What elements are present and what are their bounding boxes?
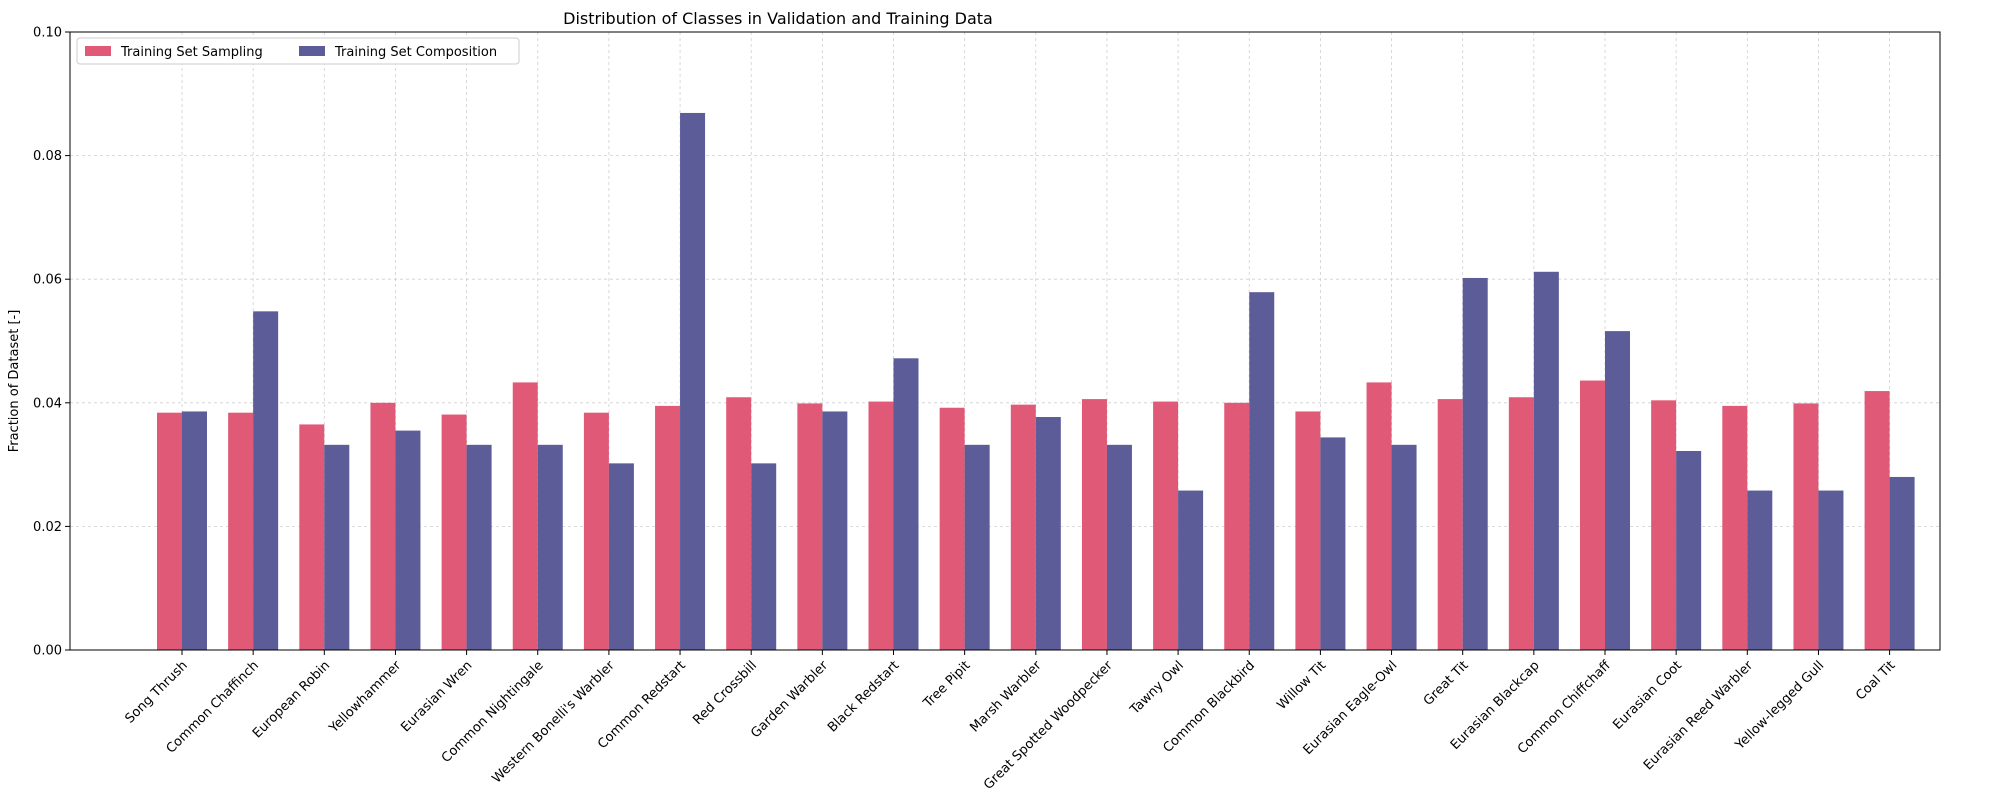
y-tick-label: 0.04 bbox=[33, 396, 62, 411]
y-tick-label: 0.02 bbox=[33, 520, 62, 535]
bar-sampling bbox=[299, 424, 325, 650]
legend-box bbox=[76, 37, 520, 65]
bar-sampling bbox=[1366, 382, 1392, 650]
y-tick-label: 0.06 bbox=[33, 273, 62, 288]
legend: Training Set Sampling Training Set Compos… bbox=[76, 37, 520, 65]
bar-sampling bbox=[1864, 391, 1890, 650]
bar-sampling bbox=[1580, 380, 1605, 650]
bar-composition bbox=[466, 444, 492, 650]
bar-composition bbox=[680, 112, 706, 650]
bar-composition bbox=[1035, 417, 1061, 650]
bar-composition bbox=[1818, 490, 1844, 650]
bar-composition bbox=[608, 463, 634, 650]
bar-composition bbox=[1462, 277, 1488, 650]
bar-composition bbox=[1747, 490, 1773, 650]
bar-sampling bbox=[797, 403, 823, 650]
bar-sampling bbox=[1437, 399, 1463, 650]
axes bbox=[69, 31, 1941, 651]
bar-sampling bbox=[441, 414, 467, 650]
bar-sampling bbox=[868, 401, 894, 650]
bar-composition bbox=[324, 444, 350, 650]
bar-composition bbox=[1391, 444, 1417, 650]
bar-sampling bbox=[583, 412, 609, 650]
legend-label: Training Set Composition bbox=[334, 45, 497, 60]
bar-composition bbox=[253, 311, 279, 650]
bar-sampling bbox=[1010, 404, 1036, 650]
bar-sampling bbox=[655, 405, 681, 650]
bar-sampling bbox=[1295, 411, 1321, 650]
bar-composition bbox=[1889, 476, 1915, 650]
y-ticks: 0.00 0.02 0.04 0.06 0.08 0.10 bbox=[33, 26, 70, 659]
bar-sampling bbox=[1651, 400, 1677, 650]
bar-composition bbox=[182, 411, 207, 650]
y-tick-label: 0.00 bbox=[33, 644, 62, 659]
plot-frame bbox=[69, 31, 1941, 651]
bar-sampling bbox=[939, 407, 965, 650]
bar-composition bbox=[1676, 451, 1702, 650]
bar-composition bbox=[1605, 331, 1630, 650]
bars bbox=[157, 112, 1915, 650]
y-tick-label: 0.10 bbox=[33, 26, 62, 41]
legend-swatch bbox=[85, 46, 111, 56]
bar-composition bbox=[822, 411, 848, 650]
bar-composition bbox=[893, 358, 919, 650]
bar-sampling bbox=[1153, 401, 1179, 650]
bar-composition bbox=[537, 444, 563, 650]
bar-sampling bbox=[228, 412, 254, 650]
bar-sampling bbox=[1508, 397, 1534, 650]
bar-composition bbox=[751, 463, 777, 650]
bar-sampling bbox=[1793, 403, 1819, 650]
bar-composition bbox=[395, 430, 421, 650]
legend-label: Training Set Sampling bbox=[120, 45, 263, 60]
bar-sampling bbox=[1224, 402, 1250, 650]
bar-composition bbox=[1106, 444, 1132, 650]
chart-title: Distribution of Classes in Validation an… bbox=[563, 9, 993, 28]
bar-composition bbox=[1320, 437, 1346, 650]
bar-sampling bbox=[1081, 399, 1107, 650]
bar-composition bbox=[1533, 271, 1559, 650]
y-tick-label: 0.08 bbox=[33, 149, 62, 164]
bar-sampling bbox=[1722, 405, 1748, 650]
bar-composition bbox=[964, 444, 990, 650]
bar-sampling bbox=[370, 402, 396, 650]
y-axis-label: Fraction of Dataset [-] bbox=[7, 310, 22, 453]
bar-sampling bbox=[726, 397, 752, 650]
bar-composition bbox=[1178, 490, 1204, 650]
legend-swatch bbox=[299, 46, 325, 56]
bar-composition bbox=[1249, 292, 1275, 650]
bar-sampling bbox=[157, 412, 182, 650]
bar-sampling bbox=[512, 382, 538, 650]
